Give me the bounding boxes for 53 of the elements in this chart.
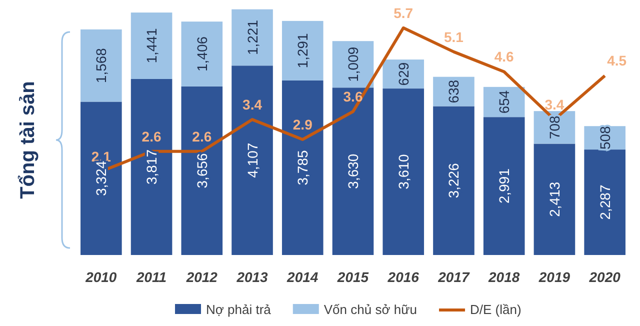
x-tick-label: 2015 [336,269,369,285]
data-label: 2.6 [142,128,162,144]
data-label: 3.4 [242,96,262,113]
bar [282,80,324,255]
legend-label: Vốn chủ sở hữu [324,302,418,317]
bar [382,88,424,255]
data-label: 4.6 [494,48,514,65]
data-label: 629 [395,62,412,86]
x-tick-label: 2018 [488,269,520,285]
data-label: 4,107 [244,142,260,178]
data-label: 3.4 [544,96,564,113]
data-label: 3,610 [395,154,412,190]
y-axis-title: Tổng tài sản [17,81,39,199]
x-tick-label: 2020 [588,269,621,285]
data-label: 1,568 [93,48,110,84]
x-tick-label: 2011 [135,269,167,285]
data-label: 3,656 [194,152,210,188]
bar [232,66,273,255]
x-tick-label: 2013 [236,269,268,285]
data-label: 3,324 [93,160,110,196]
data-label: 3,817 [144,149,160,185]
data-label: 4.5 [607,52,627,69]
data-label: 2.6 [192,128,212,144]
x-tick-label: 2012 [185,269,218,285]
bar [483,117,525,255]
x-tick-label: 2019 [538,269,570,285]
data-label: 708 [546,116,562,140]
bar [80,102,122,255]
data-label: 508 [596,126,613,150]
data-label: 3,226 [446,162,462,198]
data-label: 5.7 [394,4,414,21]
data-label: 1,441 [144,28,160,64]
data-label: 3,630 [345,154,361,189]
data-label: 1,406 [194,36,210,72]
x-tick-label: 2016 [386,269,420,285]
x-tick-label: 2014 [286,269,318,285]
data-label: 638 [446,80,462,104]
data-label: 2.9 [292,116,313,132]
data-label: 1,221 [244,20,260,55]
data-label: 1,009 [345,46,361,82]
data-label: 3,785 [294,150,311,186]
data-label: 2,287 [596,184,613,220]
data-label: 2,991 [496,168,512,204]
data-label: 654 [496,90,512,114]
x-tick-label: 2017 [437,269,471,285]
legend-label: D/E (lần) [470,302,522,317]
data-label: 1,291 [294,32,311,68]
data-label: 5.1 [444,28,464,45]
x-tick-label: 2010 [84,269,117,285]
bar [130,78,172,255]
bar [433,106,474,255]
legend-label: Nợ phải trả [206,302,272,317]
data-label: 2,413 [546,182,562,217]
